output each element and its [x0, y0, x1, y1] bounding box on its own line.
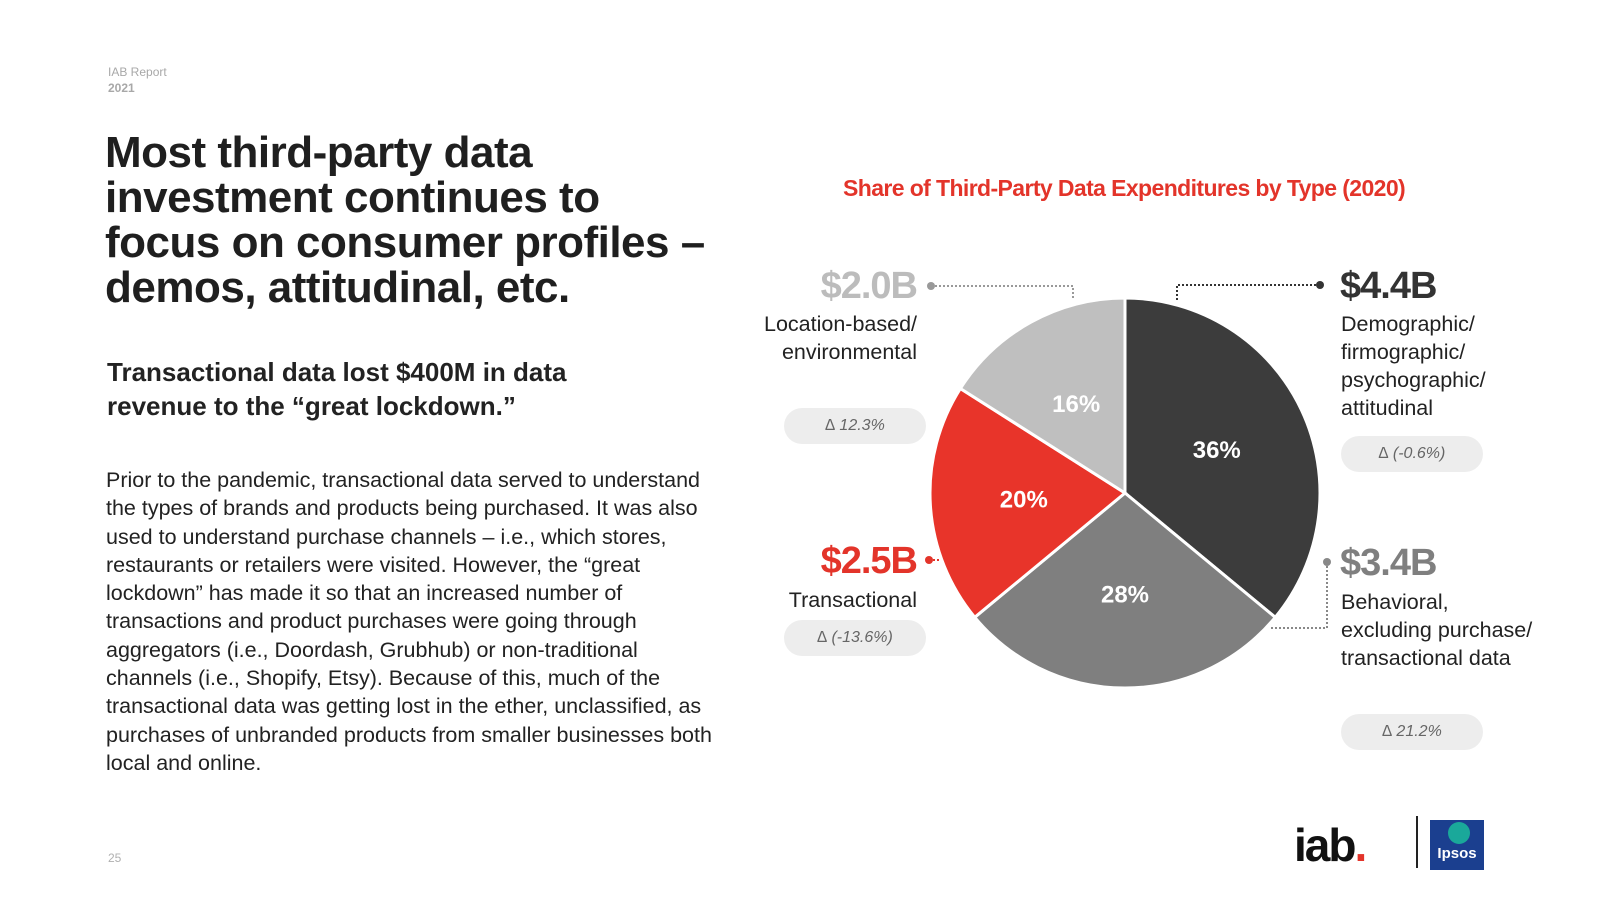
label-location: Location-based/ environmental	[764, 312, 917, 364]
leader-dot-transactional	[925, 556, 933, 564]
slice-label-demographic: 36%	[1193, 437, 1241, 464]
delta-transactional: ∆ (-13.6%)	[784, 620, 926, 656]
page-title: Most third-party data investment continu…	[105, 128, 705, 312]
leader-line-behavioral	[1270, 562, 1328, 629]
leader-dot-location	[927, 282, 935, 290]
leader-dot-behavioral	[1323, 558, 1331, 566]
body-paragraph: Prior to the pandemic, transactional dat…	[106, 468, 712, 775]
pie-slice-location	[958, 296, 1127, 496]
amount-demographic: $4.4B	[1340, 265, 1437, 307]
label-transactional: Transactional	[788, 588, 917, 612]
chart-title: Share of Third-Party Data Expenditures b…	[843, 175, 1406, 201]
pie-slice-transactional	[928, 386, 1128, 620]
delta-behavioral: ∆ 21.2%	[1341, 714, 1483, 750]
iab-logo: iab.	[1294, 819, 1367, 871]
delta-demographic: ∆ (-0.6%)	[1341, 436, 1483, 472]
amount-transactional: $2.5B	[820, 540, 918, 582]
report-label-text: IAB Report	[108, 65, 167, 79]
page-subtitle: Transactional data lost $400M in data re…	[107, 357, 567, 421]
iab-logo-text: iab	[1294, 819, 1356, 871]
ipsos-logo-text: Ipsos	[1437, 845, 1477, 862]
slice-label-transactional: 20%	[1000, 486, 1048, 513]
slice-label-location: 16%	[1052, 391, 1100, 418]
report-label: IAB Report 2021	[108, 64, 167, 96]
amount-location: $2.0B	[820, 265, 918, 307]
pie-slice-demographic	[1123, 296, 1322, 620]
leader-lines	[925, 281, 1331, 629]
page-number: 25	[108, 851, 122, 865]
leader-line-demographic	[1176, 284, 1320, 300]
logo-divider	[1416, 816, 1418, 868]
slice-label-behavioral: 28%	[1101, 581, 1149, 608]
amount-behavioral: $3.4B	[1340, 542, 1437, 584]
pie-slice-behavioral	[972, 491, 1278, 690]
ipsos-logo: Ipsos	[1430, 820, 1484, 870]
label-behavioral: Behavioral, excluding purchase/ transact…	[1341, 590, 1533, 670]
leader-line-location	[931, 285, 1074, 300]
label-demographic: Demographic/ firmographic/ psychographic…	[1341, 312, 1486, 420]
leader-dot-demographic	[1316, 281, 1324, 289]
iab-logo-dot: .	[1354, 819, 1367, 871]
ipsos-mark-icon	[1448, 822, 1470, 844]
report-year: 2021	[108, 81, 135, 95]
delta-location: ∆ 12.3%	[784, 408, 926, 444]
